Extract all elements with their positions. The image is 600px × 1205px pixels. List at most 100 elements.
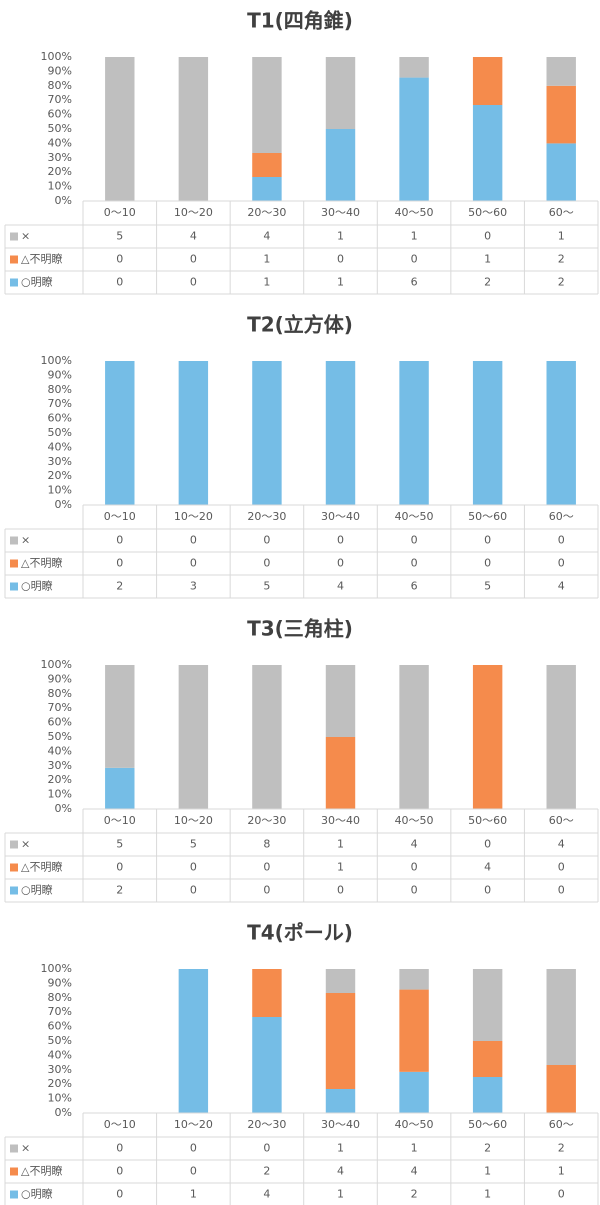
table-cell: 1 (337, 1142, 344, 1155)
x-tick-label: 20～30 (247, 1118, 286, 1131)
y-tick-label: 0% (55, 498, 72, 511)
table-cell: 0 (116, 253, 123, 266)
bar-segment (472, 665, 503, 809)
bar-segment (399, 361, 429, 505)
x-tick-label: 20～30 (247, 510, 286, 523)
legend-key (10, 1167, 18, 1176)
bar-segment (325, 361, 356, 505)
table-cell: 0 (263, 884, 270, 897)
table-cell: 0 (190, 253, 197, 266)
y-tick-label: 20% (48, 773, 72, 786)
table-cell: 0 (116, 276, 123, 289)
y-tick-label: 80% (48, 383, 72, 396)
table-cell: 4 (263, 230, 270, 243)
y-tick-label: 60% (48, 108, 72, 121)
table-cell: 0 (411, 534, 418, 547)
x-tick-label: 0～10 (104, 814, 136, 827)
table-cell: 0 (411, 861, 418, 874)
bar-segment (399, 989, 429, 1072)
table-cell: 0 (190, 557, 197, 570)
y-tick-label: 80% (48, 79, 72, 92)
bar-segment (178, 969, 209, 1113)
bar-segment (325, 993, 356, 1089)
bar-segment (546, 969, 576, 1065)
x-tick-label: 60～ (549, 1118, 574, 1131)
legend-key (10, 232, 18, 241)
bar-segment (325, 1089, 356, 1113)
bar-segment (546, 1065, 576, 1113)
chart-title: T4(ポール) (247, 921, 353, 945)
legend-key (10, 278, 18, 287)
table-cell: 2 (116, 580, 123, 593)
table-cell: 0 (116, 1165, 123, 1178)
legend-key (10, 559, 18, 568)
table-cell: 0 (484, 534, 491, 547)
table-cell: 1 (263, 253, 270, 266)
table-cell: 4 (337, 580, 344, 593)
table-cell: 2 (484, 276, 491, 289)
x-tick-label: 0～10 (104, 206, 136, 219)
legend-label: × (21, 230, 30, 243)
bar-segment (472, 1077, 503, 1113)
table-cell: 5 (190, 838, 197, 851)
bar-segment (325, 129, 356, 201)
table-cell: 0 (484, 884, 491, 897)
table-cell: 0 (190, 534, 197, 547)
table-cell: 0 (484, 230, 491, 243)
y-tick-label: 10% (48, 1092, 72, 1105)
table-cell: 0 (116, 534, 123, 547)
y-tick-label: 10% (48, 788, 72, 801)
bar-segment (399, 57, 429, 78)
bar-segment (472, 1041, 503, 1077)
table-cell: 1 (484, 253, 491, 266)
table-cell: 1 (337, 230, 344, 243)
x-tick-label: 50～60 (468, 510, 507, 523)
bar-segment (472, 969, 503, 1041)
table-cell: 4 (411, 838, 418, 851)
x-tick-label: 10～20 (174, 510, 213, 523)
y-tick-label: 0% (55, 194, 72, 207)
bar-segment (178, 361, 209, 505)
legend-label: ○明瞭 (21, 1188, 53, 1201)
bar-segment (105, 361, 135, 505)
table-cell: 0 (484, 838, 491, 851)
bar-segment (325, 969, 356, 993)
table-cell: 4 (190, 230, 197, 243)
table-cell: 0 (484, 557, 491, 570)
table-cell: 4 (484, 861, 491, 874)
table-cell: 4 (263, 1188, 270, 1201)
legend-key (10, 582, 18, 591)
legend-label: ○明瞭 (21, 884, 53, 897)
legend-key (10, 840, 18, 849)
legend-label: △不明瞭 (21, 253, 62, 266)
y-tick-label: 50% (48, 122, 72, 135)
y-tick-label: 20% (48, 1077, 72, 1090)
y-tick-label: 40% (48, 1048, 72, 1061)
bar-segment (546, 361, 576, 505)
y-tick-label: 40% (48, 744, 72, 757)
table-cell: 0 (411, 884, 418, 897)
x-tick-label: 40～50 (395, 510, 434, 523)
y-tick-label: 10% (48, 484, 72, 497)
table-cell: 0 (116, 1188, 123, 1201)
table-cell: 2 (411, 1188, 418, 1201)
legend-key (10, 536, 18, 545)
y-tick-label: 90% (48, 368, 72, 381)
bar-segment (252, 361, 282, 505)
table-cell: 0 (558, 557, 565, 570)
x-tick-label: 10～20 (174, 814, 213, 827)
legend-key (10, 255, 18, 264)
bar-segment (472, 361, 503, 505)
y-tick-label: 90% (48, 64, 72, 77)
table-cell: 0 (558, 1188, 565, 1201)
legend-label: × (21, 534, 30, 547)
bar-segment (546, 57, 576, 86)
x-tick-label: 60～ (549, 510, 574, 523)
table-cell: 0 (337, 253, 344, 266)
table-cell: 0 (558, 861, 565, 874)
y-tick-label: 50% (48, 730, 72, 743)
table-cell: 0 (558, 884, 565, 897)
table-cell: 5 (263, 580, 270, 593)
bar-segment (178, 665, 209, 809)
table-cell: 0 (411, 253, 418, 266)
